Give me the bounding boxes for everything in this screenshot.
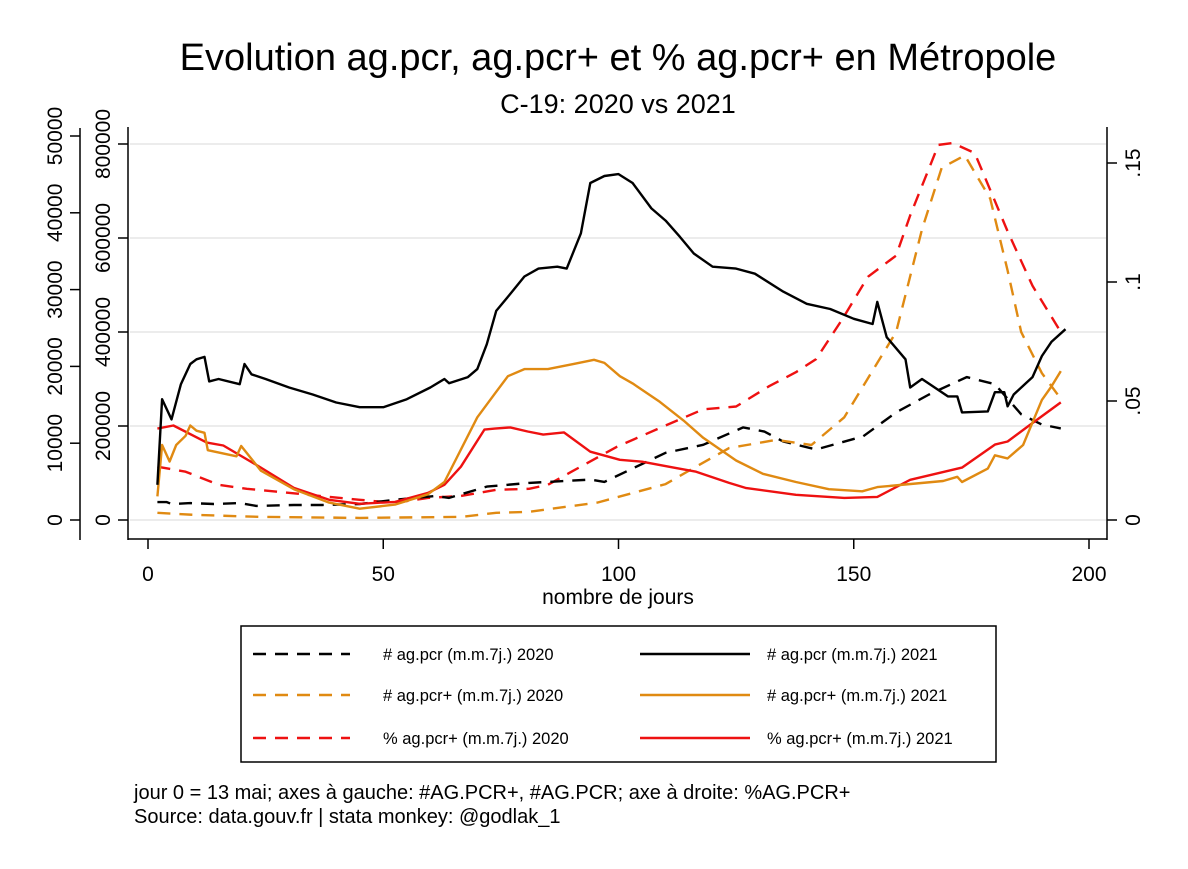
note-line-1: jour 0 = 13 mai; axes à gauche: #AG.PCR+…	[133, 782, 850, 804]
x-axis-label: nombre de jours	[542, 586, 694, 609]
y-tick-label-left-outer: 20000	[44, 337, 67, 395]
series-group	[156, 141, 1067, 520]
series-line-4	[156, 358, 1062, 510]
x-tick-label: 200	[1071, 563, 1106, 586]
y-tick-label-left-inner: 600000	[92, 203, 115, 273]
y-tick-label-left-outer: 30000	[44, 260, 67, 318]
legend-label: % ag.pcr+ (m.m.7j.) 2020	[383, 730, 569, 748]
series-line-3	[157, 154, 1062, 520]
y-tick-label-left-inner: 800000	[92, 109, 115, 179]
y-tick-label-left-outer: 50000	[44, 107, 67, 165]
series-line-5	[157, 141, 1062, 505]
gridlines	[130, 143, 1106, 521]
x-tick-label: 0	[142, 563, 154, 586]
x-tick-label: 100	[601, 563, 636, 586]
x-tick-label: 50	[372, 563, 395, 586]
y-tick-label-left-outer: 10000	[44, 414, 67, 472]
series-line-6	[157, 401, 1062, 505]
y-tick-label-right: .05	[1122, 386, 1145, 415]
y-tick-label-left-inner: 400000	[92, 297, 115, 367]
y-tick-label-right: .1	[1122, 273, 1145, 291]
y-tick-label-left-inner: 0	[92, 514, 115, 526]
chart-subtitle: C-19: 2020 vs 2021	[500, 89, 736, 119]
legend-box	[240, 625, 997, 763]
y-tick-label-right: 0	[1122, 514, 1145, 526]
legend-label: # ag.pcr (m.m.7j.) 2021	[767, 646, 938, 664]
note-line-2: Source: data.gouv.fr | stata monkey: @go…	[134, 806, 560, 828]
y-tick-label-left-outer: 0	[44, 514, 67, 526]
legend-label: # ag.pcr+ (m.m.7j.) 2020	[383, 687, 563, 705]
legend: # ag.pcr (m.m.7j.) 2020 # ag.pcr (m.m.7j.…	[240, 625, 997, 763]
axes: 0100002000030000400005000002000004000006…	[44, 107, 1145, 586]
y-tick-label-left-outer: 40000	[44, 184, 67, 242]
legend-label: # ag.pcr (m.m.7j.) 2020	[383, 646, 554, 664]
chart-title: Evolution ag.pcr, ag.pcr+ et % ag.pcr+ e…	[180, 37, 1057, 79]
x-tick-label: 150	[836, 563, 871, 586]
y-tick-label-left-inner: 200000	[92, 391, 115, 461]
series-line-1	[157, 375, 1062, 508]
legend-label: % ag.pcr+ (m.m.7j.) 2021	[767, 730, 953, 748]
legend-label: # ag.pcr+ (m.m.7j.) 2021	[767, 687, 947, 705]
y-tick-label-right: .15	[1122, 148, 1145, 177]
series-line-2	[156, 172, 1067, 485]
